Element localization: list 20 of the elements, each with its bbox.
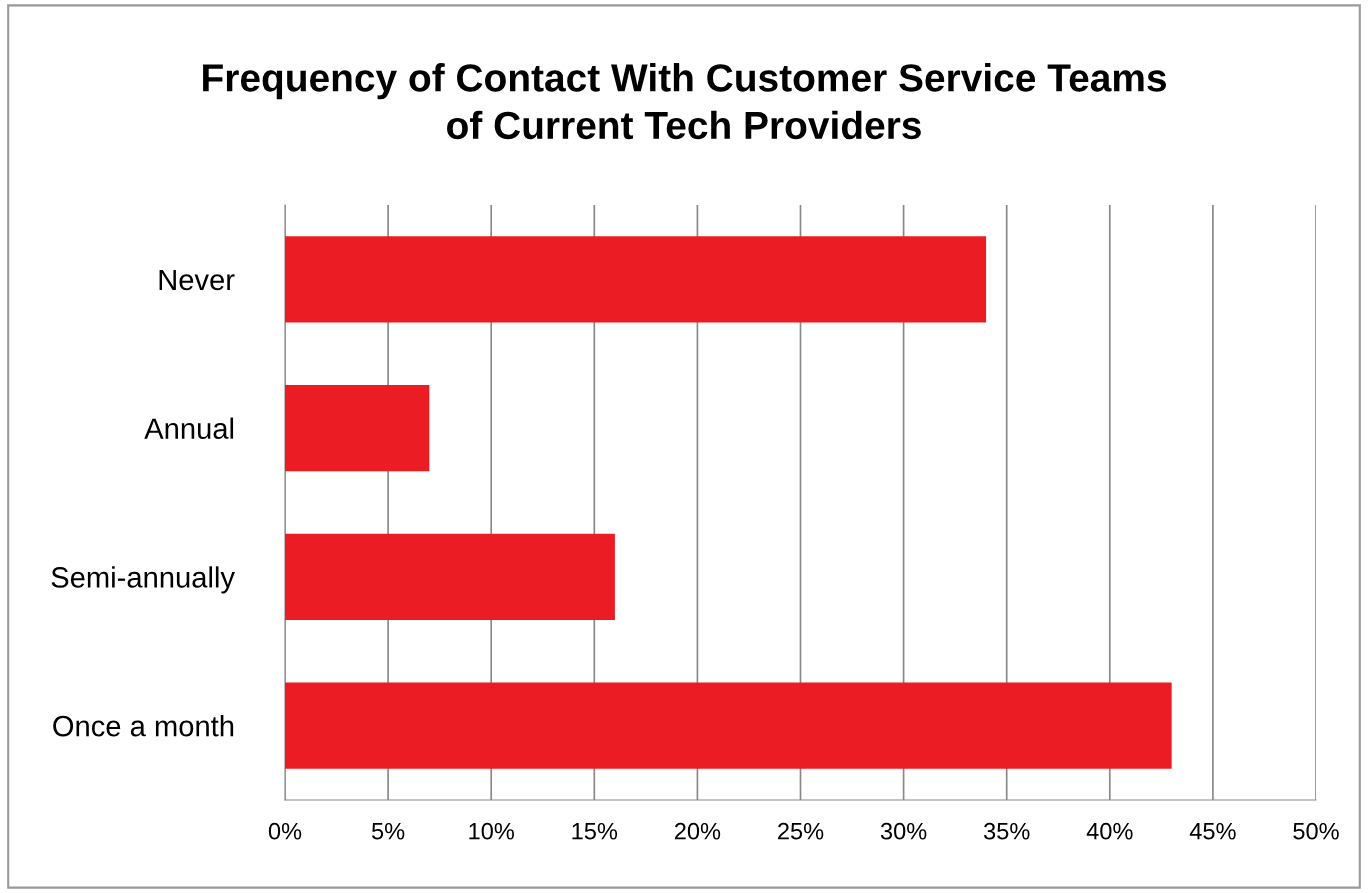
x-tick-label: 10% — [469, 822, 514, 840]
y-tick-label: Once a month — [53, 715, 234, 737]
bar — [285, 384, 430, 472]
x-tick-label: 30% — [880, 822, 927, 840]
x-tick-label: 5% — [371, 822, 405, 840]
chart-title: Frequency of Contact With Customer Service Teams of Current Tech Providers — [203, 63, 1166, 140]
x-tick-label: 25% — [778, 822, 824, 840]
x-tick-label: 20% — [674, 822, 721, 840]
x-tick-label: 50% — [1293, 822, 1339, 840]
y-tick-label: Never — [159, 269, 235, 291]
bar — [285, 533, 615, 621]
x-tick-label: 15% — [572, 822, 618, 840]
bar — [285, 236, 987, 323]
x-tick-label: 0% — [268, 822, 302, 840]
x-tick-label: 35% — [983, 822, 1030, 840]
bar — [285, 682, 1172, 769]
x-tick-label: 40% — [1086, 822, 1133, 840]
x-tick-label: 45% — [1189, 822, 1236, 840]
y-tick-label: Annual — [144, 417, 234, 439]
y-tick-label: Semi-annually — [51, 566, 235, 594]
